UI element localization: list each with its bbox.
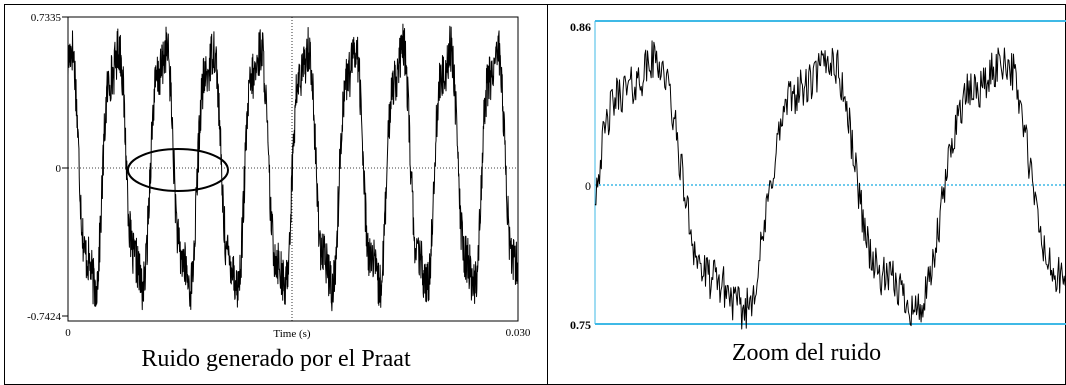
left-y-bottom-label: -0.7424 — [27, 311, 61, 323]
left-caption: Ruido generado por el Praat — [141, 346, 411, 372]
left-y-top-label: 0.7335 — [31, 12, 62, 24]
right-zoom-waveform-line — [594, 40, 1066, 330]
left-x-end-label: 0.030 — [506, 327, 531, 339]
left-x-start-label: 0 — [65, 327, 71, 339]
left-y-zero-label: 0 — [56, 163, 62, 175]
zero-crossing-ellipse — [127, 148, 229, 192]
right-y-top-label: 0.86 — [570, 20, 591, 34]
left-x-axis-label: Time (s) — [273, 328, 311, 340]
left-waveform-line — [67, 23, 519, 312]
right-caption: Zoom del ruido — [731, 340, 882, 366]
right-y-zero-label: 0 — [585, 179, 591, 193]
right-y-bottom-label: 0.75 — [570, 318, 591, 332]
right-zoom-chart: 0.86 0 0.75 — [570, 20, 1066, 332]
left-waveform-chart: 0.7335 0 -0.7424 0 Time (s) 0.030 — [27, 12, 531, 340]
left-plot-box — [67, 16, 519, 322]
